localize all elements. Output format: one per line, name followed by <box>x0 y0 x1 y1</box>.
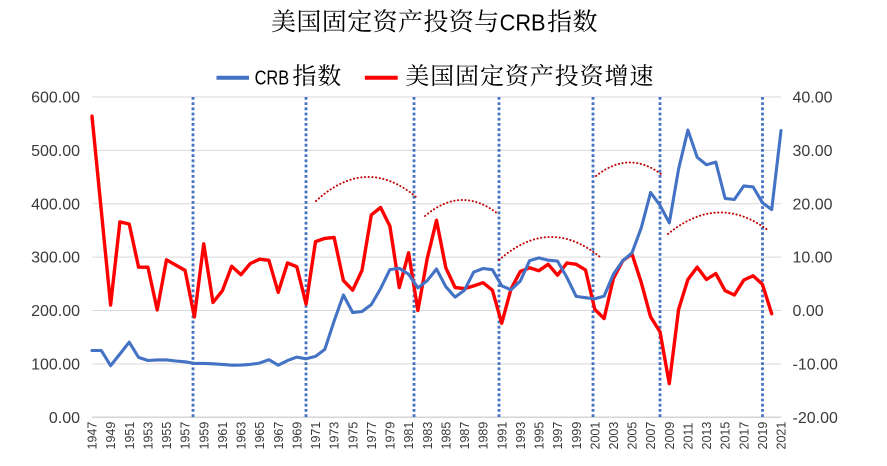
svg-text:300.00: 300.00 <box>31 250 80 267</box>
svg-text:1985: 1985 <box>439 422 453 450</box>
svg-text:1987: 1987 <box>458 422 472 450</box>
svg-text:2005: 2005 <box>626 422 640 450</box>
svg-text:1951: 1951 <box>123 422 137 450</box>
svg-text:2013: 2013 <box>700 422 714 450</box>
svg-text:1979: 1979 <box>384 422 398 450</box>
svg-text:-10.00: -10.00 <box>793 356 838 373</box>
svg-text:2017: 2017 <box>737 422 751 450</box>
svg-text:0.00: 0.00 <box>49 410 80 427</box>
svg-text:30.00: 30.00 <box>793 143 833 160</box>
svg-text:1967: 1967 <box>272 422 286 450</box>
svg-text:40.00: 40.00 <box>793 90 833 107</box>
svg-text:2021: 2021 <box>775 422 789 450</box>
svg-text:1955: 1955 <box>160 422 174 450</box>
svg-text:1969: 1969 <box>290 422 304 450</box>
svg-text:1993: 1993 <box>514 422 528 450</box>
svg-text:100.00: 100.00 <box>31 356 80 373</box>
svg-text:2015: 2015 <box>719 422 733 450</box>
svg-text:1995: 1995 <box>533 422 547 450</box>
svg-text:2007: 2007 <box>644 422 658 450</box>
svg-text:1989: 1989 <box>477 422 491 450</box>
svg-text:1973: 1973 <box>328 422 342 450</box>
svg-text:0.00: 0.00 <box>793 303 824 320</box>
svg-text:1953: 1953 <box>142 422 156 450</box>
svg-text:1975: 1975 <box>346 422 360 450</box>
svg-text:10.00: 10.00 <box>793 250 833 267</box>
svg-text:CRB: CRB <box>255 67 290 89</box>
svg-text:1983: 1983 <box>421 422 435 450</box>
svg-text:600.00: 600.00 <box>31 90 80 107</box>
svg-text:1963: 1963 <box>235 422 249 450</box>
svg-text:-20.00: -20.00 <box>793 410 838 427</box>
svg-text:1959: 1959 <box>197 422 211 450</box>
svg-text:2009: 2009 <box>663 422 677 450</box>
svg-text:1997: 1997 <box>551 422 565 450</box>
svg-text:1957: 1957 <box>179 422 193 450</box>
svg-text:2011: 2011 <box>682 423 696 450</box>
svg-text:1947: 1947 <box>86 422 100 450</box>
svg-text:1981: 1981 <box>402 422 416 450</box>
svg-text:CRB: CRB <box>500 9 546 35</box>
svg-text:200.00: 200.00 <box>31 303 80 320</box>
svg-text:2001: 2001 <box>588 422 602 450</box>
svg-text:400.00: 400.00 <box>31 196 80 213</box>
svg-text:1991: 1991 <box>495 422 509 450</box>
svg-text:1999: 1999 <box>570 422 584 450</box>
svg-text:1977: 1977 <box>365 422 379 450</box>
svg-text:500.00: 500.00 <box>31 143 80 160</box>
svg-text:1971: 1971 <box>309 422 323 450</box>
svg-text:2003: 2003 <box>607 422 621 450</box>
svg-text:1961: 1961 <box>216 422 230 450</box>
svg-text:20.00: 20.00 <box>793 196 833 213</box>
svg-text:1965: 1965 <box>253 422 267 450</box>
svg-text:2019: 2019 <box>756 422 770 450</box>
svg-text:1949: 1949 <box>104 422 118 450</box>
